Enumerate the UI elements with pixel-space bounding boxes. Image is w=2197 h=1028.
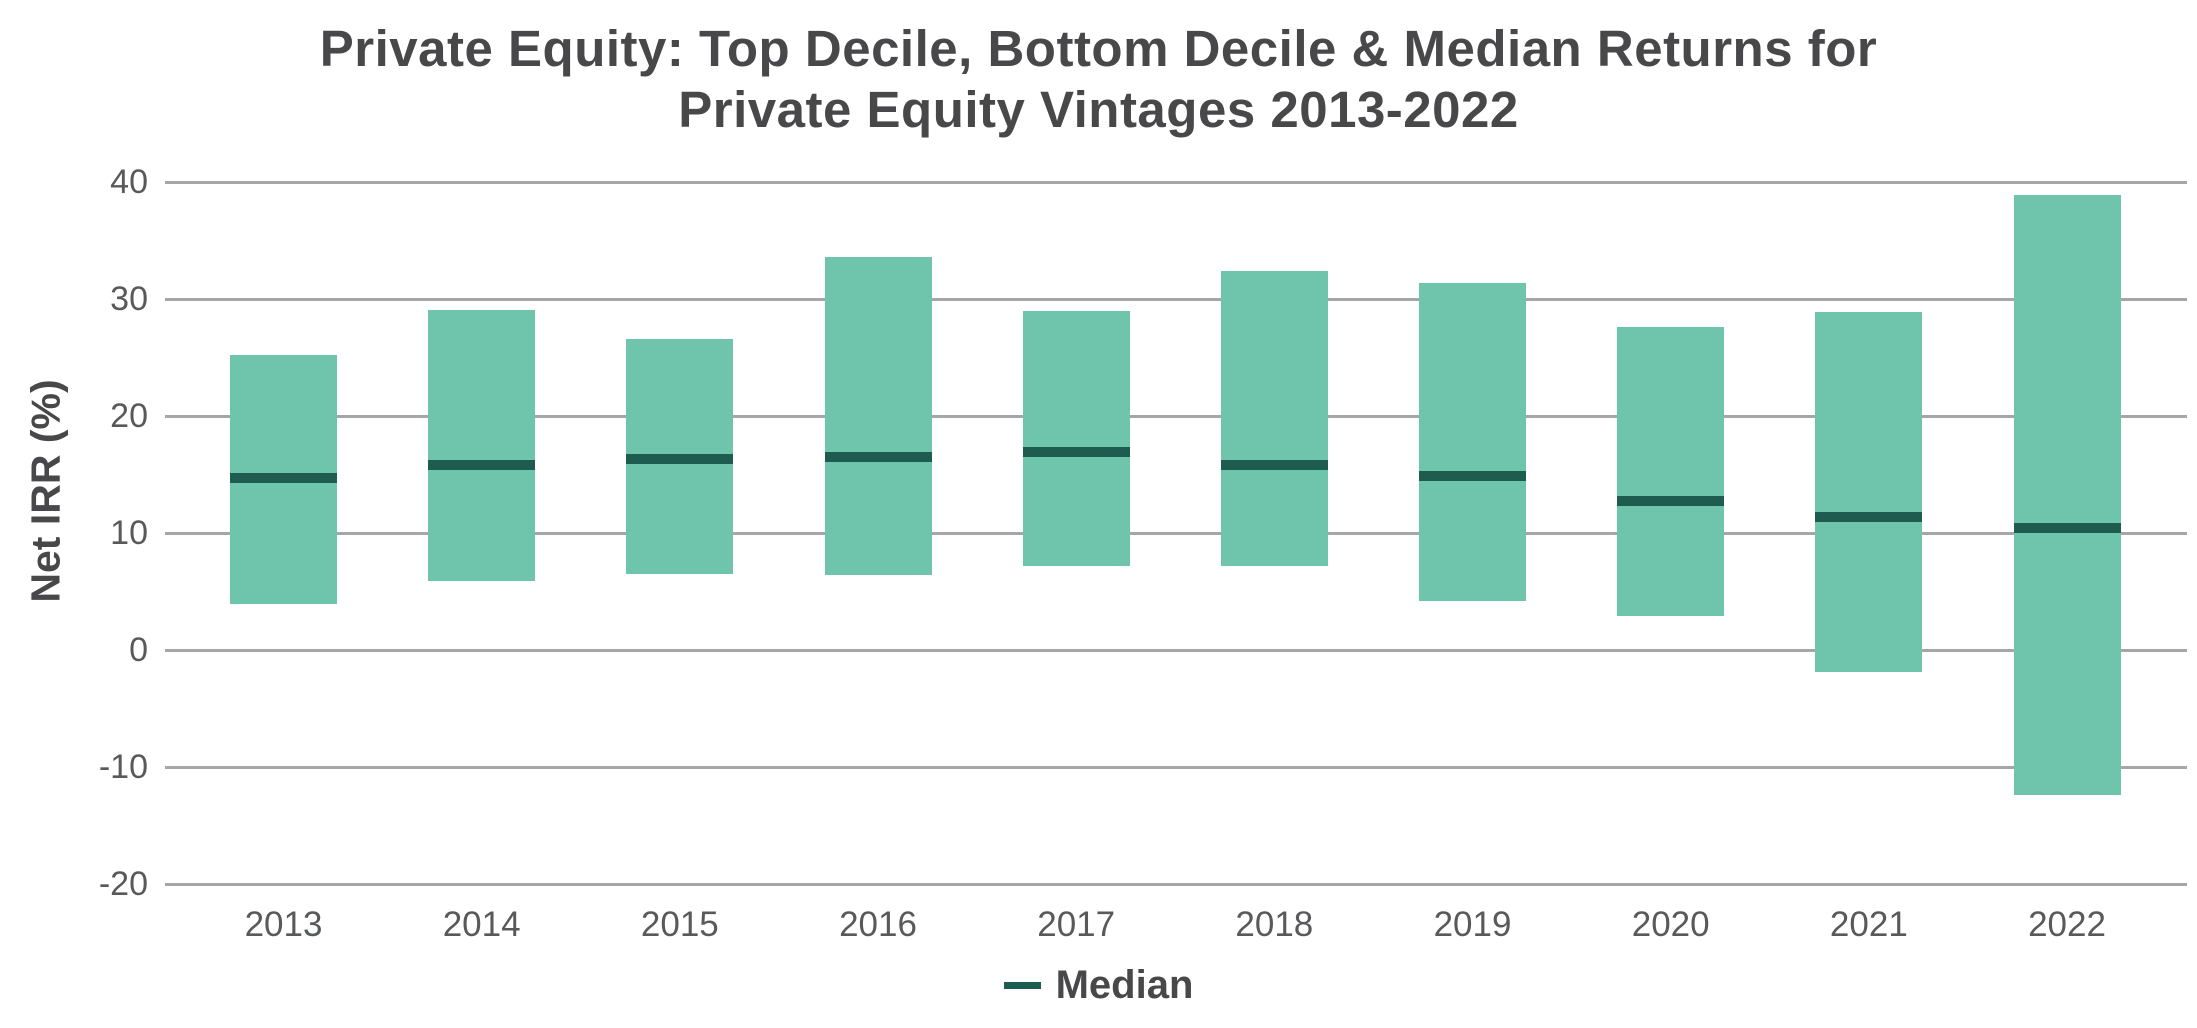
bar-2014	[428, 309, 536, 581]
x-tick-label-2013: 2013	[244, 905, 323, 944]
x-tick-label-2020: 2020	[1631, 905, 1710, 944]
legend-median-dash-icon	[1003, 982, 1041, 989]
y-tick-label-20: 20	[110, 397, 148, 435]
median-line-2016	[824, 451, 932, 462]
y-tick-label--20: -20	[98, 865, 148, 903]
bar-2016	[824, 256, 932, 576]
median-line-2019	[1419, 470, 1527, 481]
x-tick-label-2015: 2015	[640, 905, 719, 944]
median-line-2021	[1815, 511, 1923, 522]
median-line-2014	[428, 460, 536, 471]
y-tick-label-10: 10	[110, 514, 148, 552]
gridline--20	[165, 882, 2187, 886]
bar-2022	[2013, 194, 2121, 796]
bar-2019	[1419, 282, 1527, 601]
median-line-2015	[626, 454, 734, 465]
chart-title-line2: Private Equity Vintages 2013-2022	[678, 81, 1519, 138]
chart-title-line1: Private Equity: Top Decile, Bottom Decil…	[319, 20, 1878, 77]
legend: Median	[0, 963, 2197, 1008]
median-line-2018	[1220, 460, 1328, 471]
y-tick-label-0: 0	[129, 631, 148, 669]
median-line-2022	[2013, 523, 2121, 534]
x-tick-label-2017: 2017	[1037, 905, 1116, 944]
bar-2020	[1617, 327, 1725, 617]
x-tick-label-2016: 2016	[839, 905, 917, 944]
x-tick-label-2019: 2019	[1433, 905, 1512, 944]
gridline-40	[165, 180, 2187, 184]
x-tick-label-2021: 2021	[1829, 905, 1908, 944]
gridline-10	[165, 531, 2187, 535]
gridline--10	[165, 765, 2187, 769]
y-tick-label-40: 40	[110, 163, 148, 201]
bar-2017	[1022, 310, 1130, 566]
x-tick-label-2022: 2022	[2028, 905, 2106, 944]
y-tick-label--10: -10	[98, 748, 148, 786]
x-tick-label-2014: 2014	[442, 905, 521, 944]
median-line-2020	[1617, 496, 1725, 507]
gridline-30	[165, 297, 2187, 301]
chart-title: Private Equity: Top Decile, Bottom Decil…	[0, 18, 2197, 140]
legend-median-label: Median	[1055, 963, 1194, 1007]
gridline-0	[165, 648, 2187, 652]
y-tick-label-30: 30	[110, 280, 148, 318]
x-tick-label-2018: 2018	[1235, 905, 1314, 944]
gridline-20	[165, 414, 2187, 418]
median-line-2017	[1022, 447, 1130, 458]
median-line-2013	[230, 473, 337, 483]
bar-2021	[1815, 311, 1923, 673]
bar-2018	[1220, 270, 1328, 566]
